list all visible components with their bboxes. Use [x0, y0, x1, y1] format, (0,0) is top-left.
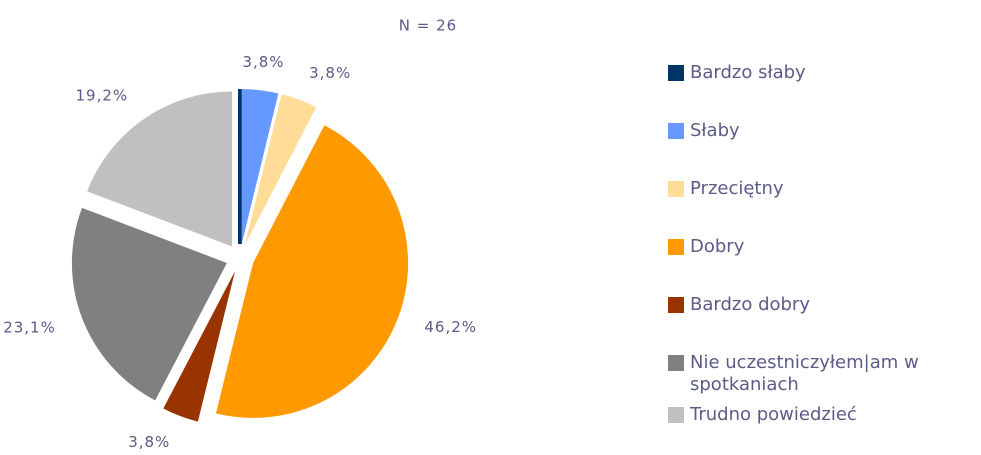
legend-label: Nie uczestniczyłem|am w spotkaniach: [690, 352, 919, 395]
legend-swatch: [668, 181, 684, 197]
legend-label: Przeciętny: [690, 178, 784, 199]
legend-swatch: [668, 297, 684, 313]
data-label: 23,1%: [3, 318, 56, 336]
legend-label: Bardzo słaby: [690, 62, 806, 83]
pie-slice: [241, 89, 279, 245]
pie-slice: [244, 94, 317, 245]
data-label: 46,2%: [424, 318, 477, 336]
data-label: 3,8%: [309, 64, 351, 82]
legend-swatch: [668, 239, 684, 255]
pie-slice: [215, 125, 409, 418]
pie-slice: [163, 271, 236, 422]
data-label: 19,2%: [75, 86, 128, 104]
chart-title: N = 26: [399, 17, 457, 35]
legend-item: Dobry: [668, 236, 978, 258]
pie-slice: [71, 207, 227, 401]
legend-item: Nie uczestniczyłem|am w spotkaniach: [668, 352, 978, 396]
pie-slice: [87, 91, 233, 247]
legend-label: Trudno powiedzieć: [690, 404, 857, 425]
data-label: 3,8%: [128, 433, 170, 451]
legend-item: Trudno powiedzieć: [668, 404, 978, 426]
legend-swatch: [668, 355, 684, 371]
legend-label: Słaby: [690, 120, 740, 141]
legend-label: Bardzo dobry: [690, 294, 810, 315]
legend-label: Dobry: [690, 236, 745, 257]
legend-item: Bardzo dobry: [668, 294, 978, 316]
legend-swatch: [668, 65, 684, 81]
legend: Bardzo słaby Słaby Przeciętny Dobry Bardzo d…: [668, 62, 978, 455]
legend-item: Słaby: [668, 120, 978, 142]
legend-item: Przeciętny: [668, 178, 978, 200]
legend-item: Bardzo słaby: [668, 62, 978, 84]
legend-swatch: [668, 123, 684, 139]
legend-swatch: [668, 407, 684, 423]
data-label: 3,8%: [242, 53, 284, 71]
chart: N = 26 3,8% 3,8% 46,2% 3,8% 23,1% 19,2%: [3, 17, 477, 451]
